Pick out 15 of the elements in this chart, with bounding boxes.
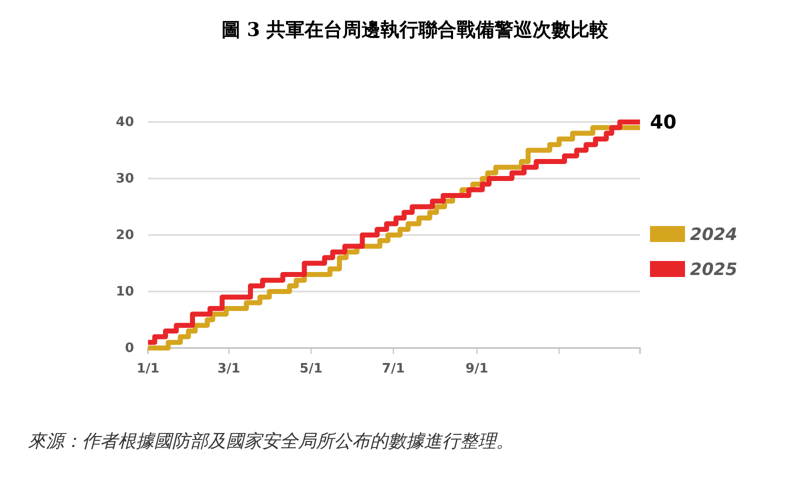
y-tick-label: 10 bbox=[116, 284, 134, 300]
legend-label: 2025 bbox=[690, 260, 738, 280]
y-tick-label: 0 bbox=[124, 341, 134, 356]
text: 來源：作者根據國防部及國家安全局所公布的數據進行整理。 bbox=[28, 431, 514, 452]
x-tick-label: 3/1 bbox=[217, 362, 240, 377]
legend-label: 2024 bbox=[690, 224, 738, 245]
y-tick-label: 40 bbox=[116, 115, 134, 130]
x-tick-label: 5/1 bbox=[300, 362, 323, 377]
x-tick-label: 9/1 bbox=[465, 362, 488, 377]
y-tick-label: 30 bbox=[116, 172, 134, 187]
chart-title: 圖 3 共軍在台周邊執行聯合戰備警巡次數比較 bbox=[221, 19, 610, 41]
annotation: 40 bbox=[650, 112, 676, 134]
y-tick-label: 20 bbox=[116, 228, 134, 244]
x-tick-label: 7/1 bbox=[382, 362, 405, 377]
x-tick-label: 1/1 bbox=[136, 362, 160, 377]
